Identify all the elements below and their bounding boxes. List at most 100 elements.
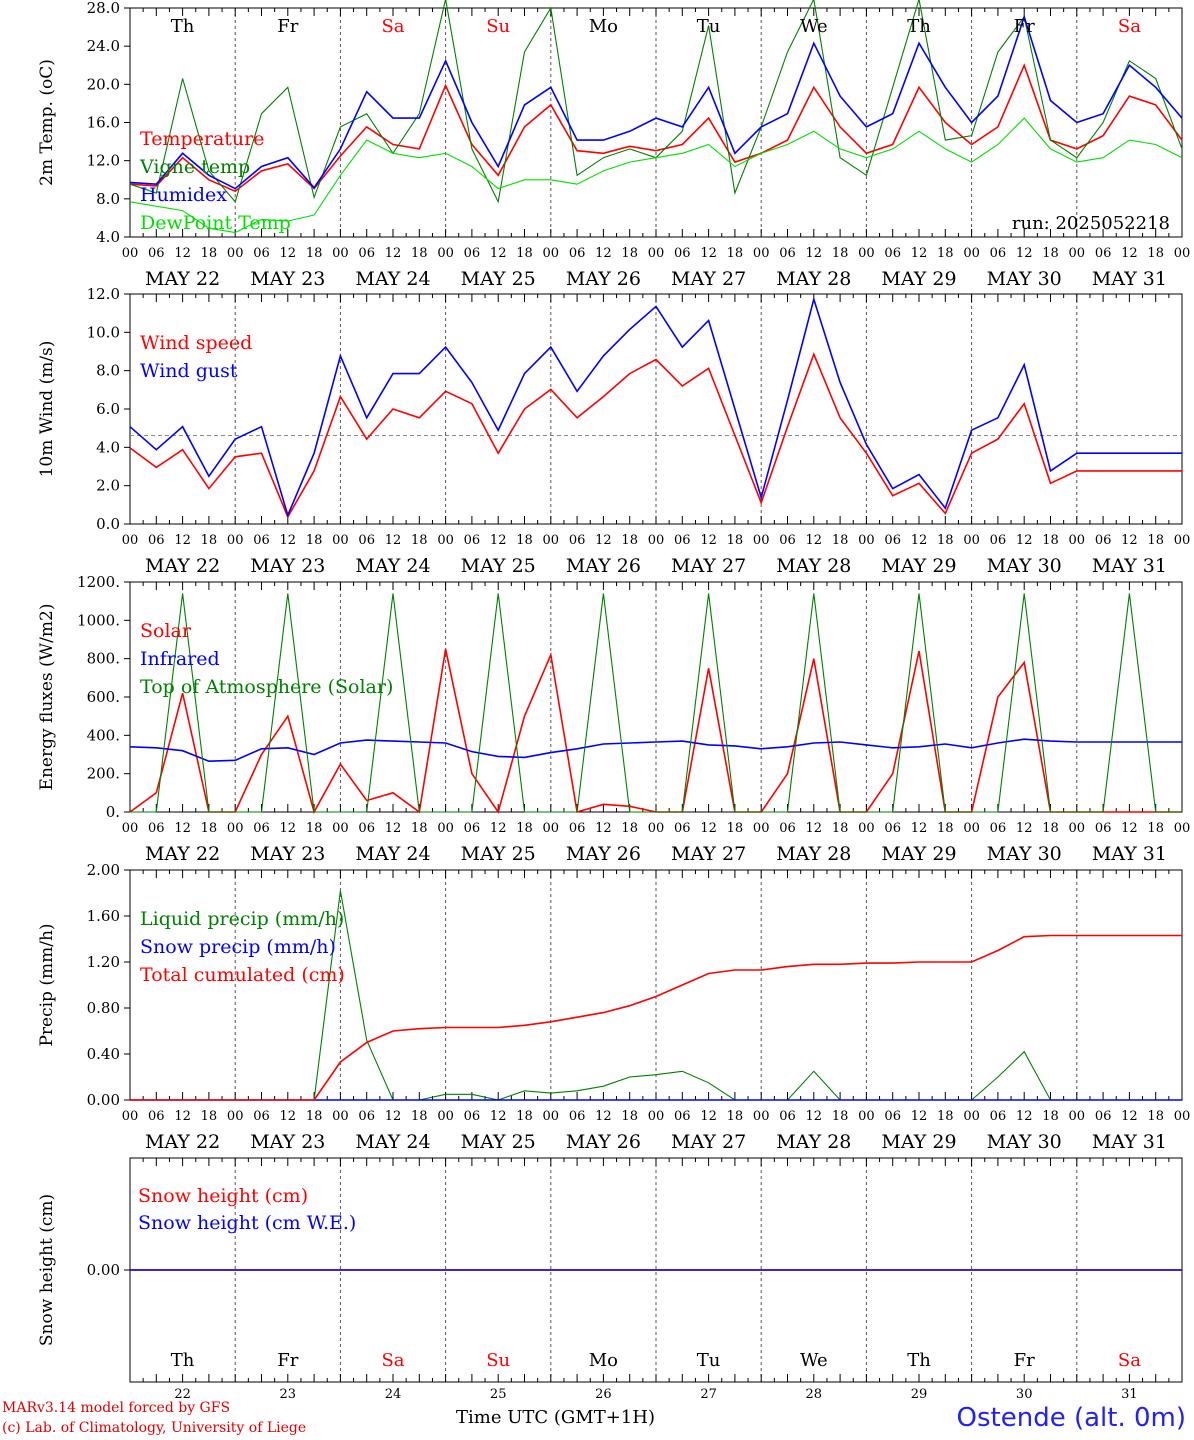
- hour-tick-label: 00: [963, 821, 980, 836]
- hour-tick-label: 06: [569, 246, 586, 261]
- hour-tick-label: 18: [306, 246, 323, 261]
- y-axis-label: Precip (mm/h): [37, 923, 57, 1046]
- hour-tick-label: 00: [227, 246, 244, 261]
- panel-snow: 0.00 Snow height (cm) Snow height (cm) Snow…: [37, 1157, 1183, 1402]
- hour-tick-label: 12: [911, 821, 928, 836]
- day-name: Fr: [1014, 16, 1035, 37]
- hour-tick-label: 06: [148, 1109, 165, 1124]
- date-label: MAY 28: [776, 843, 851, 865]
- hour-tick-label: 06: [1095, 821, 1112, 836]
- hour-tick-label: 12: [1121, 1109, 1138, 1124]
- hour-tick-label: 00: [1069, 246, 1086, 261]
- hour-tick-label: 12: [174, 246, 191, 261]
- hour-tick-label: 18: [411, 1109, 428, 1124]
- hour-tick-label: 18: [1042, 533, 1059, 548]
- date-label: MAY 30: [987, 1131, 1062, 1153]
- hour-tick-label: 18: [937, 533, 954, 548]
- hour-tick-label: 18: [727, 1109, 744, 1124]
- panel-wind: 0.0 2.0 4.0 6.0 8.0 10.0 12.0 10m Wind (m/s) Win…: [37, 285, 1190, 577]
- hour-tick-label: 12: [700, 821, 717, 836]
- hour-tick-label: 18: [306, 821, 323, 836]
- hour-tick-label: 12: [1016, 821, 1033, 836]
- series-line-humidex: [129, 14, 1183, 190]
- hour-tick-label: 18: [1042, 1109, 1059, 1124]
- series-line-total-cumulated-cm-: [130, 934, 1182, 1101]
- hour-tick-label: 12: [1016, 246, 1033, 261]
- day-name: Mo: [589, 16, 618, 37]
- date-label: MAY 23: [250, 843, 325, 865]
- hour-tick-label: 00: [753, 246, 770, 261]
- hour-tick-label: 18: [201, 533, 218, 548]
- day-number: 25: [490, 1387, 507, 1402]
- hour-tick-label: 18: [411, 533, 428, 548]
- y-tick-label: 1000.: [77, 611, 120, 629]
- day-number: 27: [700, 1387, 717, 1402]
- hour-tick-label: 18: [832, 1109, 849, 1124]
- hour-tick-label: 18: [832, 246, 849, 261]
- date-label: MAY 29: [881, 1131, 956, 1153]
- hour-tick-label: 00: [122, 821, 139, 836]
- panel-temp: 4.0 8.0 12.0 16.0 20.0 24.0 28.0 2m Temp. (oC) T…: [37, 0, 1190, 290]
- day-name: Su: [486, 1350, 510, 1371]
- hour-tick-label: 00: [332, 1109, 349, 1124]
- hour-tick-label: 18: [621, 1109, 638, 1124]
- hour-tick-label: 00: [648, 821, 665, 836]
- date-label: MAY 28: [776, 555, 851, 577]
- hour-tick-label: 00: [858, 246, 875, 261]
- hour-tick-label: 06: [884, 246, 901, 261]
- y-axis-label: 2m Temp. (oC): [37, 59, 57, 186]
- hour-tick-label: 06: [674, 533, 691, 548]
- hour-tick-label: 18: [201, 246, 218, 261]
- hour-tick-label: 18: [1147, 533, 1164, 548]
- hour-tick-label: 06: [674, 246, 691, 261]
- date-label: MAY 29: [881, 843, 956, 865]
- legend-entry: Wind speed: [140, 332, 252, 354]
- hour-tick-label: 18: [621, 533, 638, 548]
- hour-tick-label: 00: [227, 1109, 244, 1124]
- hour-tick-label: 00: [963, 533, 980, 548]
- hour-tick-label: 00: [1174, 246, 1191, 261]
- day-name: Th: [907, 1350, 931, 1371]
- date-label: MAY 23: [250, 268, 325, 290]
- y-tick-label: 20.0: [87, 75, 120, 93]
- y-tick-label: 2.0: [96, 477, 120, 495]
- hour-tick-label: 06: [674, 1109, 691, 1124]
- hour-tick-label: 12: [490, 821, 507, 836]
- hour-tick-label: 00: [648, 533, 665, 548]
- hour-tick-label: 18: [832, 533, 849, 548]
- run-annotation: run: 2025052218: [1012, 213, 1170, 234]
- day-name: Th: [907, 16, 931, 37]
- legend-entry: Total cumulated (cm): [140, 964, 345, 986]
- y-tick-label: 8.0: [96, 190, 120, 208]
- hour-tick-label: 00: [543, 533, 560, 548]
- hour-tick-label: 12: [280, 246, 297, 261]
- hour-tick-label: 12: [911, 246, 928, 261]
- hour-tick-label: 12: [806, 1109, 823, 1124]
- hour-tick-label: 12: [174, 1109, 191, 1124]
- hour-tick-label: 06: [464, 821, 481, 836]
- legend-entry: Top of Atmosphere (Solar): [140, 676, 393, 698]
- y-tick-label: 6.0: [96, 400, 120, 418]
- date-label: MAY 25: [461, 843, 536, 865]
- hour-tick-label: 18: [1147, 246, 1164, 261]
- hour-tick-label: 00: [858, 533, 875, 548]
- legend-entry: Solar: [140, 620, 192, 642]
- series-line-wind-gust: [129, 296, 1182, 518]
- hour-tick-label: 00: [963, 246, 980, 261]
- hour-tick-label: 12: [385, 1109, 402, 1124]
- hour-tick-label: 06: [779, 533, 796, 548]
- hour-tick-label: 00: [332, 533, 349, 548]
- day-number: 22: [174, 1387, 191, 1402]
- date-label: MAY 30: [987, 555, 1062, 577]
- hour-tick-label: 12: [280, 1109, 297, 1124]
- hour-tick-label: 12: [595, 246, 612, 261]
- hour-tick-label: 18: [411, 821, 428, 836]
- hour-tick-label: 18: [621, 821, 638, 836]
- x-axis-title: Time UTC (GMT+1H): [456, 1407, 655, 1428]
- y-axis-label: Energy fluxes (W/m2): [37, 604, 57, 791]
- hour-tick-label: 18: [306, 1109, 323, 1124]
- day-name: Tu: [697, 16, 721, 37]
- hour-tick-label: 18: [727, 821, 744, 836]
- date-label: MAY 22: [145, 843, 220, 865]
- day-name: Su: [486, 16, 510, 37]
